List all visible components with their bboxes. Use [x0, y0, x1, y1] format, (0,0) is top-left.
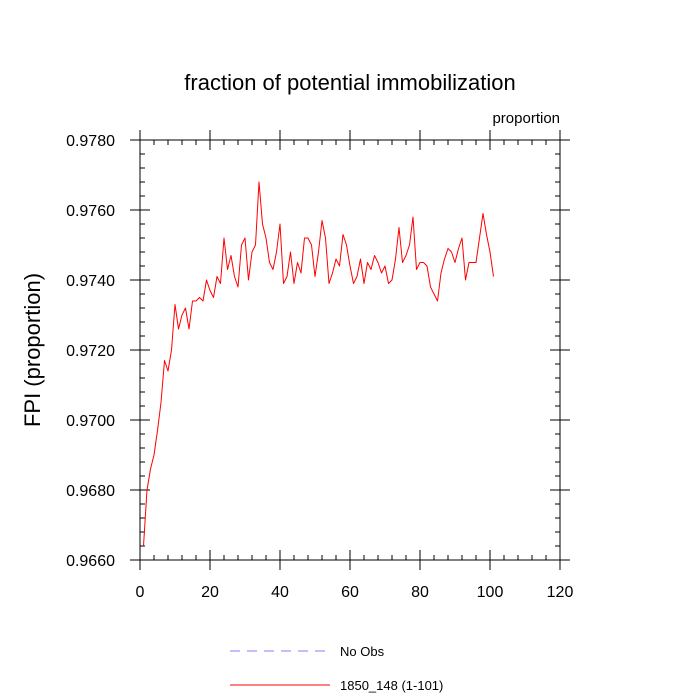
y-tick-label: 0.9700	[66, 413, 115, 430]
y-tick-label: 0.9660	[66, 553, 115, 570]
y-tick-label: 0.9780	[66, 133, 115, 150]
legend-label-1: 1850_148 (1-101)	[340, 678, 443, 693]
plot-border	[139, 139, 561, 561]
units-label: proportion	[492, 110, 560, 127]
x-tick-label: 120	[547, 584, 574, 601]
legend-label-0: No Obs	[340, 644, 385, 659]
series-layer	[143, 181, 494, 547]
y-axis-label: FPI (proportion)	[20, 273, 45, 427]
x-tick-label: 80	[411, 584, 429, 601]
series-line-0	[143, 181, 494, 547]
legend: No Obs 1850_148 (1-101)	[230, 644, 443, 693]
x-tick-label: 0	[136, 584, 145, 601]
plot-frame	[139, 139, 561, 561]
y-tick-label: 0.9720	[66, 343, 115, 360]
chart-title: fraction of potential immobilization	[184, 70, 515, 95]
x-tick-label: 100	[477, 584, 504, 601]
x-tick-label: 40	[271, 584, 289, 601]
axis-ticks	[130, 130, 570, 570]
tick-labels: 0 20 40 60 80 100 120 0.9660 0.9680 0.9700 0.9720 0…	[66, 133, 573, 601]
y-tick-label: 0.9680	[66, 483, 115, 500]
y-tick-label: 0.9760	[66, 203, 115, 220]
x-tick-label: 20	[201, 584, 219, 601]
y-tick-label: 0.9740	[66, 273, 115, 290]
x-tick-label: 60	[341, 584, 359, 601]
